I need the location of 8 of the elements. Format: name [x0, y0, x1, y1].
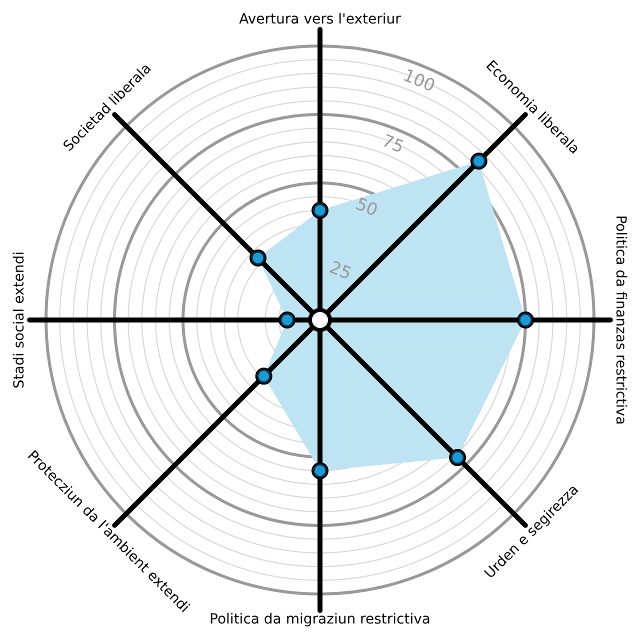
y-tick-label: 100: [400, 66, 438, 97]
spoke-label: Avertura vers l'exteriur: [239, 12, 402, 28]
spoke-label: Politica da finanzas restrictiva: [612, 215, 628, 425]
y-tick-label: 75: [378, 131, 407, 158]
spoke-label: Politica da migraziun restrictiva: [210, 612, 430, 628]
y-tick-label: 25: [326, 258, 354, 284]
y-tick-label: 50: [352, 194, 380, 222]
spoke-label: Stadi social extendi: [12, 252, 28, 388]
